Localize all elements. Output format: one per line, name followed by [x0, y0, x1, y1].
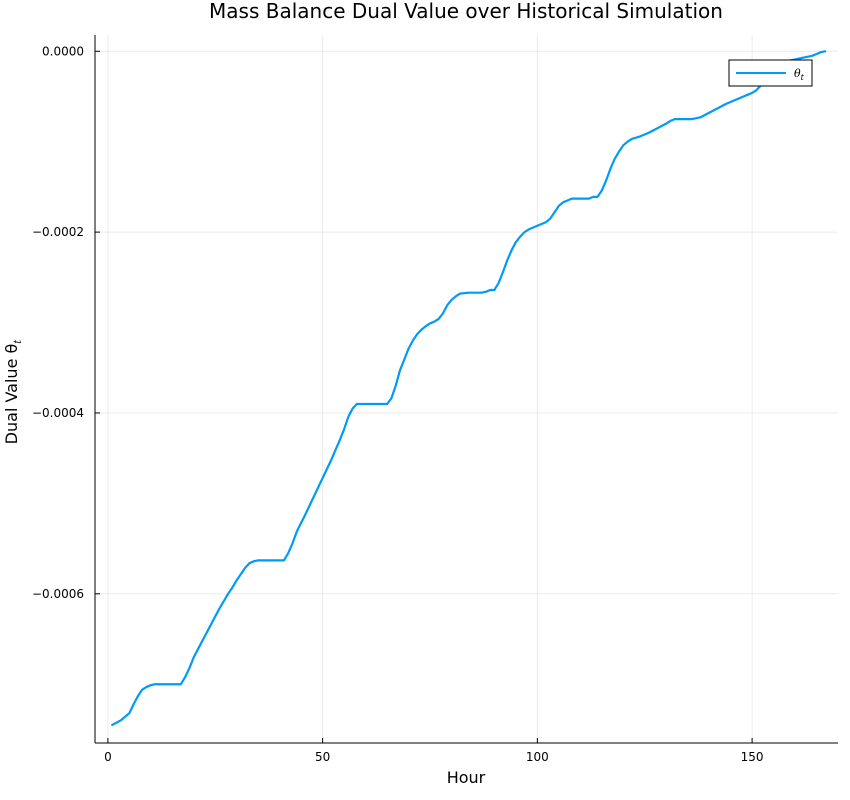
y-axis-label: Dual Value θt	[2, 339, 24, 445]
x-tick-label: 0	[104, 750, 112, 764]
legend-label: θt	[794, 67, 805, 82]
series-line-0	[111, 50, 827, 727]
y-grid	[95, 50, 838, 595]
x-tick-label: 100	[526, 750, 549, 764]
y-axis-label-subscript: t	[13, 339, 24, 344]
x-tick-label: 50	[315, 750, 330, 764]
y-axis-label-main: Dual Value θ	[2, 344, 21, 445]
x-tick-label: 150	[741, 750, 764, 764]
series-layer	[111, 50, 827, 727]
x-axis-label: Hour	[447, 768, 486, 787]
y-tick-label: 0.0000	[42, 44, 84, 58]
y-tick-labels: 0.0000 −0.0002 −0.0004 −0.0006	[32, 44, 84, 601]
x-grid	[107, 35, 753, 743]
y-tick-label: −0.0002	[32, 225, 84, 239]
y-tick-label: −0.0006	[32, 587, 84, 601]
y-tick-label: −0.0004	[32, 406, 84, 420]
x-tick-labels: 0 50 100 150	[104, 750, 763, 764]
chart-title: Mass Balance Dual Value over Historical …	[209, 0, 723, 23]
legend: θt	[728, 59, 813, 87]
